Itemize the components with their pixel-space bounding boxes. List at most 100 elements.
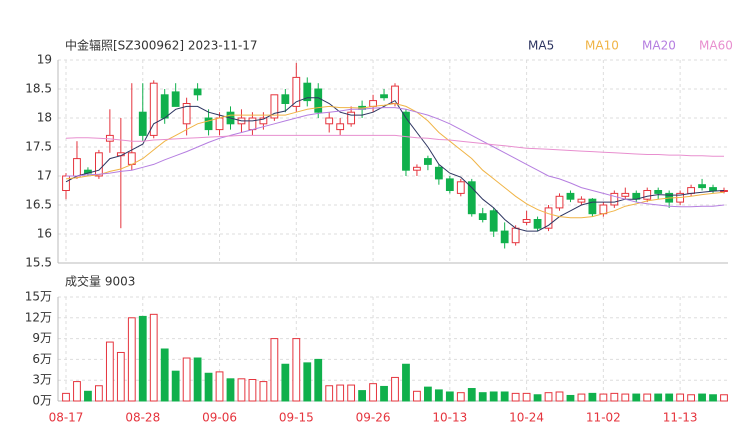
ma-line <box>65 134 724 157</box>
candle-body <box>369 100 377 107</box>
candle-body <box>336 123 345 131</box>
volume-bar <box>292 338 301 402</box>
volume-bar <box>116 351 125 402</box>
legend-label: MA20 <box>642 39 676 53</box>
y-tick-label: 0万 <box>32 394 52 408</box>
volume-bar <box>687 394 695 402</box>
volume-bar <box>204 372 213 402</box>
volume-bar <box>445 391 454 402</box>
x-tick-label: 08-17 <box>49 411 84 425</box>
candle-body <box>138 111 147 136</box>
volume-bar <box>424 386 432 402</box>
volume-bar <box>643 393 652 402</box>
ma-line <box>65 97 725 232</box>
candle-body <box>259 117 268 125</box>
candle-body <box>402 111 410 171</box>
volume-title: 成交量 9003 <box>65 274 135 289</box>
candle-body <box>654 190 663 194</box>
volume-bar <box>467 388 476 402</box>
volume-bar <box>138 315 147 402</box>
y-tick-label: 18.5 <box>25 82 52 96</box>
candle-body <box>709 187 717 192</box>
volume-bar <box>402 363 410 402</box>
candle-body <box>314 88 323 113</box>
volume-bar <box>84 390 92 402</box>
volume-bar <box>434 389 443 402</box>
y-tick-label: 18 <box>37 111 52 125</box>
volume-bar <box>347 384 356 402</box>
candle-body <box>292 76 301 107</box>
x-tick-label: 10-13 <box>432 411 467 425</box>
volume-bar <box>358 390 366 402</box>
x-tick-label: 10-24 <box>509 411 544 425</box>
candle-body <box>566 192 575 200</box>
ma-line <box>65 102 725 219</box>
candle-body <box>149 82 158 136</box>
volume-bar <box>588 392 597 402</box>
candle-body <box>380 94 388 99</box>
candle-body <box>347 111 356 125</box>
candle-body <box>456 181 465 194</box>
x-tick-label: 09-26 <box>356 411 391 425</box>
candle-body <box>533 219 542 229</box>
candle-body <box>555 195 564 209</box>
volume-bar <box>632 393 641 402</box>
x-tick-label: 09-06 <box>202 411 237 425</box>
volume-bar <box>303 362 312 402</box>
y-tick-label: 15.5 <box>25 256 52 270</box>
volume-bar <box>610 392 619 402</box>
volume-bar <box>478 392 487 402</box>
volume-bar <box>160 348 169 402</box>
candle-body <box>544 207 553 229</box>
volume-bar <box>248 379 257 402</box>
legend-label: MA60 <box>699 39 733 53</box>
volume-bar <box>281 363 290 402</box>
x-tick-label: 11-02 <box>586 411 621 425</box>
chart-title: 中金辐照[SZ300962] 2023-11-17 <box>65 38 258 53</box>
candle-body <box>193 88 202 96</box>
candle-body <box>445 178 454 191</box>
candle-body <box>489 210 498 232</box>
volume-bar <box>500 391 509 402</box>
volume-bar <box>676 393 685 402</box>
y-tick-label: 6万 <box>32 352 52 366</box>
volume-bar <box>511 392 520 402</box>
y-tick-label: 17 <box>37 169 52 183</box>
volume-bar <box>544 392 553 402</box>
candle-body <box>303 82 312 102</box>
volume-bar <box>171 370 180 402</box>
volume-bar <box>193 357 202 402</box>
volume-bar <box>566 394 575 402</box>
y-tick-label: 12万 <box>25 310 52 324</box>
volume-bar <box>720 394 728 402</box>
y-tick-label: 19 <box>37 53 52 67</box>
volume-bar <box>149 313 158 402</box>
y-tick-label: 15万 <box>25 290 52 304</box>
volume-bar <box>599 393 608 402</box>
candle-body <box>511 227 520 244</box>
candle-body <box>643 190 652 200</box>
volume-bar <box>314 358 323 402</box>
volume-bar <box>489 391 498 402</box>
volume-bar <box>237 378 246 402</box>
candle-body <box>588 198 597 215</box>
volume-bar <box>709 394 717 402</box>
candle-body <box>621 192 630 197</box>
volume-bar <box>270 338 279 402</box>
volume-bar <box>665 393 674 402</box>
volume-bar <box>380 385 388 402</box>
candle-body <box>73 158 81 177</box>
volume-bar <box>391 376 399 402</box>
volume-bar <box>259 381 268 402</box>
candle-body <box>434 166 443 180</box>
volume-bar <box>533 394 542 402</box>
candle-body <box>478 213 487 220</box>
candle-body <box>687 187 695 194</box>
y-tick-label: 16 <box>37 227 52 241</box>
volume-bar <box>325 385 334 402</box>
candle-body <box>325 117 334 125</box>
candle-body <box>500 230 509 244</box>
volume-bar <box>698 393 706 402</box>
candle-body <box>467 181 476 215</box>
